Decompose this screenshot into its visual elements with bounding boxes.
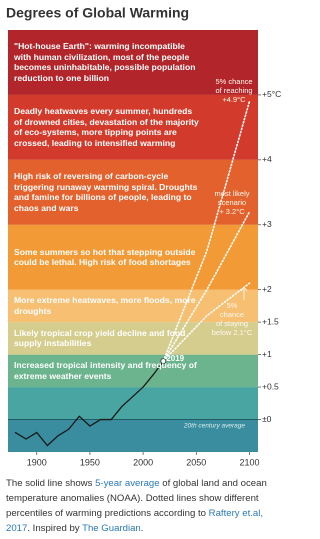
risk-band — [8, 419, 258, 452]
risk-band — [8, 354, 258, 388]
observed-line — [14, 360, 164, 447]
projection-annotation: of staying — [216, 319, 248, 328]
y-tick-label: +0.5 — [262, 381, 279, 391]
projection-line — [162, 282, 251, 362]
footer-text: . — [140, 523, 144, 534]
projection-line — [162, 210, 251, 362]
footer-text: . Inspired by — [27, 523, 83, 534]
risk-band — [8, 322, 258, 355]
projection-annotation: most likely — [214, 189, 249, 198]
projection-annotation: scenario — [218, 198, 246, 207]
x-tick-label: 2100 — [239, 457, 259, 467]
band-label: Increased tropical intensity and frequen… — [14, 360, 197, 381]
x-tick-label: 2000 — [133, 457, 153, 467]
arrow — [240, 286, 248, 300]
band-label: Some summers so hot that stepping outsid… — [14, 246, 196, 268]
band-label: Deadly heatwaves every summer, hundreds … — [14, 106, 199, 148]
risk-band — [8, 30, 258, 95]
y-tick-label: +2 — [262, 284, 272, 294]
highlight-label: 2019 — [166, 354, 184, 363]
risk-band — [8, 94, 258, 160]
y-tick-label: +4 — [262, 154, 272, 164]
footer-text: of global land and ocean temperature ano… — [6, 478, 267, 519]
footer-text: The solid line shows — [6, 478, 96, 489]
highlight-point — [160, 358, 167, 365]
risk-band — [8, 387, 258, 420]
y-tick-label: +1.5 — [262, 316, 279, 326]
baseline-label: 20th century average — [183, 422, 245, 429]
x-tick-label: 1900 — [27, 457, 47, 467]
y-tick-label: +5°C — [262, 89, 281, 99]
x-tick-label: 2050 — [186, 457, 206, 467]
band-label: Likely tropical crop yield decline and f… — [14, 327, 186, 349]
projection-annotation: chance — [220, 310, 244, 319]
footer-link[interactable]: 5-year average — [95, 478, 160, 489]
projection-annotation: +4.9°C — [222, 95, 246, 104]
y-tick-label: +3 — [262, 219, 272, 229]
projection-annotation: + 3.2°C — [219, 207, 245, 216]
footer: The solid line shows 5-year average of g… — [6, 476, 288, 536]
band-label: High risk of reversing of carbon-cycle t… — [14, 171, 198, 213]
footer-link[interactable]: The Guardian — [82, 523, 141, 534]
band-label: More extreme heatwaves, more floods, mor… — [14, 295, 196, 316]
projection-line — [162, 100, 251, 362]
risk-band — [8, 289, 258, 323]
y-tick-label: ±0 — [262, 414, 272, 424]
page: Degrees of Global Warming 20th century a… — [6, 5, 288, 536]
projection-annotation: 5% chance — [215, 77, 252, 86]
footer-link[interactable]: Raftery et.al, 2017 — [6, 508, 264, 534]
band-label: "Hot-house Earth": warming incompatible … — [14, 41, 196, 83]
projection-annotation: below 2.1°C — [212, 328, 253, 337]
x-tick-label: 1950 — [80, 457, 100, 467]
projection-annotation: 5% — [227, 301, 238, 310]
risk-band — [8, 224, 258, 290]
risk-band — [8, 159, 258, 225]
projection-annotation: of reaching — [215, 86, 252, 95]
y-tick-label: +1 — [262, 349, 272, 359]
chart: Degrees of Global Warming 20th century a… — [6, 5, 281, 468]
chart-title: Degrees of Global Warming — [6, 5, 189, 21]
